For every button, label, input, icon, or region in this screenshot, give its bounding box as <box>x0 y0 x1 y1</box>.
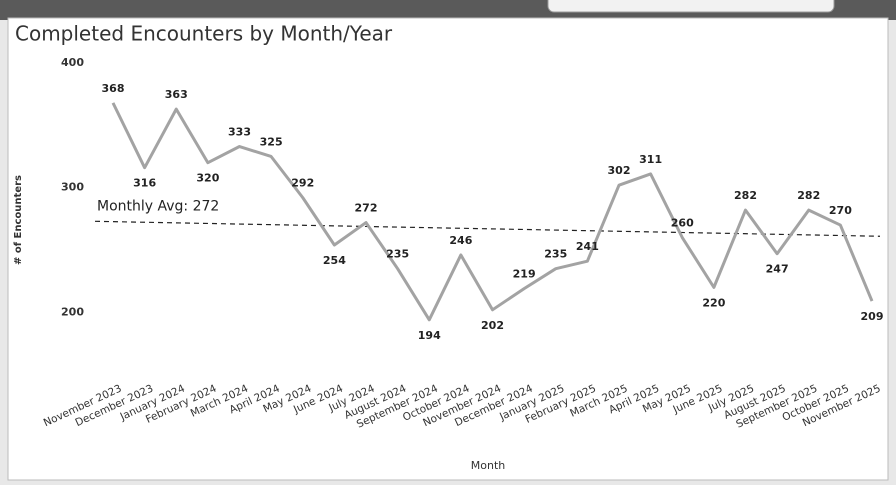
data-label: 235 <box>386 248 409 261</box>
data-label: 260 <box>671 217 694 230</box>
data-label: 235 <box>544 248 567 261</box>
data-label: 282 <box>734 189 757 202</box>
data-label: 246 <box>449 234 472 247</box>
y-tick-label: 400 <box>61 56 84 69</box>
data-label: 333 <box>228 126 251 139</box>
panel <box>7 17 889 481</box>
data-label: 254 <box>323 254 346 267</box>
data-label: 209 <box>861 310 884 323</box>
data-label: 325 <box>260 135 283 148</box>
data-label: 282 <box>797 189 820 202</box>
data-label: 272 <box>355 202 378 215</box>
y-axis-title: # of Encounters <box>13 175 24 265</box>
data-label: 194 <box>418 329 441 342</box>
data-label: 368 <box>102 82 125 95</box>
data-label: 316 <box>133 177 156 190</box>
data-label: 292 <box>291 177 314 190</box>
data-label: 219 <box>513 268 536 281</box>
data-label: 202 <box>481 319 504 332</box>
data-label: 270 <box>829 204 852 217</box>
y-tick-label: 200 <box>61 305 84 318</box>
data-label: 220 <box>702 296 725 309</box>
x-axis-title: Month <box>471 459 506 472</box>
line <box>111 102 874 322</box>
data-label: 311 <box>639 153 662 166</box>
chart-title: Completed Encounters by Month/Year <box>15 22 393 46</box>
data-label: 302 <box>608 164 631 177</box>
data-label: 320 <box>196 172 219 185</box>
data-label: 363 <box>165 88 188 101</box>
top-box <box>547 0 835 13</box>
reference-line <box>94 220 881 237</box>
data-label: 241 <box>576 240 599 253</box>
data-label: 247 <box>766 263 789 276</box>
reference-label: Monthly Avg: 272 <box>97 198 219 214</box>
y-tick-label: 300 <box>61 181 84 194</box>
